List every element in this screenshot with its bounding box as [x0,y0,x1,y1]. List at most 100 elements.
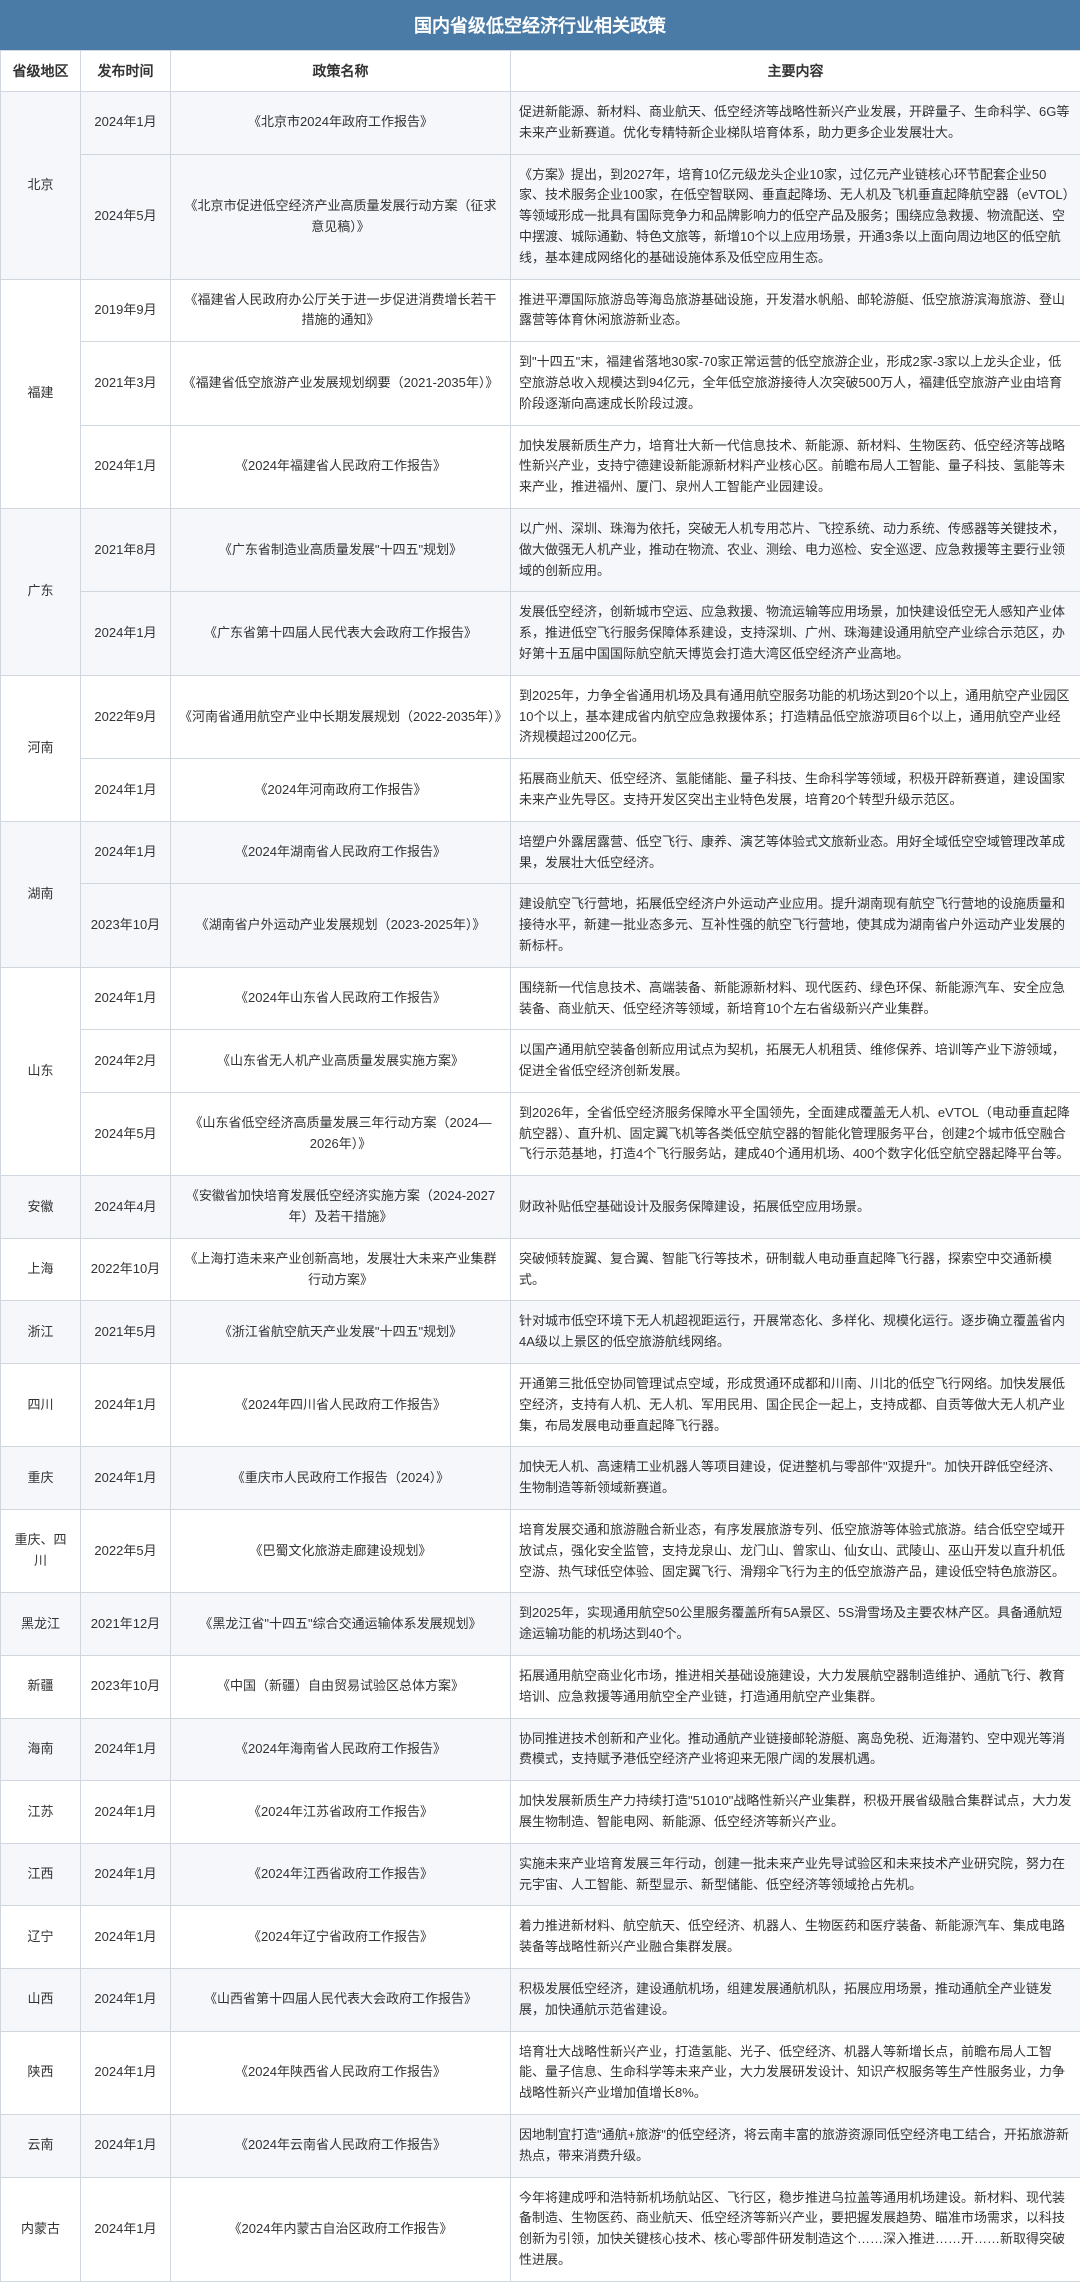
region-cell: 福建 [1,279,81,508]
content-cell: 围绕新一代信息技术、高端装备、新能源新材料、现代医药、绿色环保、新能源汽车、安全… [511,967,1080,1030]
table-row: 重庆2024年1月《重庆市人民政府工作报告（2024）》加快无人机、高速精工业机… [1,1447,1080,1510]
region-cell: 黑龙江 [1,1593,81,1656]
policy-cell: 《2024年江苏省政府工作报告》 [171,1781,511,1844]
content-cell: 《方案》提出，到2027年，培育10亿元级龙头企业10家，过亿元产业链核心环节配… [511,154,1080,279]
content-cell: 拓展通用航空商业化市场，推进相关基础设施建设，大力发展航空器制造维护、通航飞行、… [511,1656,1080,1719]
policy-cell: 《2024年福建省人民政府工作报告》 [171,425,511,508]
content-cell: 因地制宜打造"通航+旅游"的低空经济，将云南丰富的旅游资源同低空经济电工结合，开… [511,2114,1080,2177]
date-cell: 2024年1月 [81,2114,171,2177]
content-cell: 推进平潭国际旅游岛等海岛旅游基础设施，开发潜水帆船、邮轮游艇、低空旅游滨海旅游、… [511,279,1080,342]
date-cell: 2024年5月 [81,1092,171,1175]
content-cell: 建设航空飞行营地，拓展低空经济户外运动产业应用。提升湖南现有航空飞行营地的设施质… [511,884,1080,967]
region-cell: 四川 [1,1364,81,1447]
date-cell: 2024年1月 [81,759,171,822]
region-cell: 上海 [1,1238,81,1301]
table-row: 重庆、四川2022年5月《巴蜀文化旅游走廊建设规划》培育发展交通和旅游融合新业态… [1,1510,1080,1593]
content-cell: 以国产通用航空装备创新应用试点为契机，拓展无人机租赁、维修保养、培训等产业下游领… [511,1030,1080,1093]
content-cell: 加快发展新质生产力持续打造"51010"战略性新兴产业集群，积极开展省级融合集群… [511,1781,1080,1844]
content-cell: 以广州、深圳、珠海为依托，突破无人机专用芯片、飞控系统、动力系统、传感器等关键技… [511,508,1080,591]
table-row: 河南2022年9月《河南省通用航空产业中长期发展规划（2022-2035年）》到… [1,675,1080,758]
region-cell: 山西 [1,1969,81,2032]
region-cell: 陕西 [1,2031,81,2114]
date-cell: 2021年12月 [81,1593,171,1656]
date-cell: 2024年5月 [81,154,171,279]
header-row: 省级地区 发布时间 政策名称 主要内容 [1,51,1080,92]
table-row: 海南2024年1月《2024年海南省人民政府工作报告》协同推进技术创新和产业化。… [1,1718,1080,1781]
policy-cell: 《湖南省户外运动产业发展规划（2023-2025年）》 [171,884,511,967]
region-cell: 江西 [1,1843,81,1906]
region-cell: 广东 [1,508,81,675]
policy-cell: 《2024年湖南省人民政府工作报告》 [171,821,511,884]
policy-cell: 《北京市促进低空经济产业高质量发展行动方案（征求意见稿）》 [171,154,511,279]
date-cell: 2024年4月 [81,1176,171,1239]
table-row: 2024年1月《广东省第十四届人民代表大会政府工作报告》发展低空经济，创新城市空… [1,592,1080,675]
content-cell: 到2026年，全省低空经济服务保障水平全国领先，全面建成覆盖无人机、eVTOL（… [511,1092,1080,1175]
table-row: 2024年5月《北京市促进低空经济产业高质量发展行动方案（征求意见稿）》《方案》… [1,154,1080,279]
region-cell: 浙江 [1,1301,81,1364]
policy-cell: 《广东省第十四届人民代表大会政府工作报告》 [171,592,511,675]
policy-cell: 《巴蜀文化旅游走廊建设规划》 [171,1510,511,1593]
content-cell: 突破倾转旋翼、复合翼、智能飞行等技术，研制载人电动垂直起降飞行器，探索空中交通新… [511,1238,1080,1301]
content-cell: 到2025年，实现通用航空50公里服务覆盖所有5A景区、5S滑雪场及主要农林产区… [511,1593,1080,1656]
content-cell: 发展低空经济，创新城市空运、应急救援、物流运输等应用场景，加快建设低空无人感知产… [511,592,1080,675]
date-cell: 2024年1月 [81,592,171,675]
date-cell: 2024年1月 [81,1843,171,1906]
region-cell: 内蒙古 [1,2177,81,2281]
table-row: 浙江2021年5月《浙江省航空航天产业发展"十四五"规划》针对城市低空环境下无人… [1,1301,1080,1364]
date-cell: 2024年1月 [81,967,171,1030]
policy-cell: 《浙江省航空航天产业发展"十四五"规划》 [171,1301,511,1364]
table-row: 新疆2023年10月《中国（新疆）自由贸易试验区总体方案》拓展通用航空商业化市场… [1,1656,1080,1719]
policy-table: 省级地区 发布时间 政策名称 主要内容 北京2024年1月《北京市2024年政府… [0,50,1080,2282]
policy-cell: 《2024年陕西省人民政府工作报告》 [171,2031,511,2114]
col-date: 发布时间 [81,51,171,92]
table-row: 2024年1月《2024年河南政府工作报告》拓展商业航天、低空经济、氢能储能、量… [1,759,1080,822]
policy-cell: 《广东省制造业高质量发展"十四五"规划》 [171,508,511,591]
policy-cell: 《2024年江西省政府工作报告》 [171,1843,511,1906]
date-cell: 2021年5月 [81,1301,171,1364]
date-cell: 2024年1月 [81,425,171,508]
date-cell: 2022年9月 [81,675,171,758]
region-cell: 安徽 [1,1176,81,1239]
table-row: 黑龙江2021年12月《黑龙江省"十四五"综合交通运输体系发展规划》到2025年… [1,1593,1080,1656]
table-row: 广东2021年8月《广东省制造业高质量发展"十四五"规划》以广州、深圳、珠海为依… [1,508,1080,591]
date-cell: 2024年1月 [81,1447,171,1510]
policy-cell: 《2024年山东省人民政府工作报告》 [171,967,511,1030]
date-cell: 2024年1月 [81,1969,171,2032]
table-row: 四川2024年1月《2024年四川省人民政府工作报告》开通第三批低空协同管理试点… [1,1364,1080,1447]
content-cell: 拓展商业航天、低空经济、氢能储能、量子科技、生命科学等领域，积极开辟新赛道，建设… [511,759,1080,822]
table-row: 湖南2024年1月《2024年湖南省人民政府工作报告》培塑户外露居露营、低空飞行… [1,821,1080,884]
col-content: 主要内容 [511,51,1080,92]
policy-cell: 《2024年云南省人民政府工作报告》 [171,2114,511,2177]
date-cell: 2019年9月 [81,279,171,342]
date-cell: 2023年10月 [81,884,171,967]
policy-cell: 《2024年四川省人民政府工作报告》 [171,1364,511,1447]
content-cell: 到"十四五"末，福建省落地30家-70家正常运营的低空旅游企业，形成2家-3家以… [511,342,1080,425]
table-row: 江苏2024年1月《2024年江苏省政府工作报告》加快发展新质生产力持续打造"5… [1,1781,1080,1844]
content-cell: 今年将建成呼和浩特新机场航站区、飞行区，稳步推进乌拉盖等通用机场建设。新材料、现… [511,2177,1080,2281]
col-region: 省级地区 [1,51,81,92]
region-cell: 江苏 [1,1781,81,1844]
region-cell: 云南 [1,2114,81,2177]
content-cell: 培育发展交通和旅游融合新业态，有序发展旅游专列、低空旅游等体验式旅游。结合低空空… [511,1510,1080,1593]
region-cell: 重庆 [1,1447,81,1510]
content-cell: 加快无人机、高速精工业机器人等项目建设，促进整机与零部件"双提升"。加快开辟低空… [511,1447,1080,1510]
policy-cell: 《福建省低空旅游产业发展规划纲要（2021-2035年）》 [171,342,511,425]
date-cell: 2024年1月 [81,1364,171,1447]
table-row: 2024年5月《山东省低空经济高质量发展三年行动方案（2024—2026年）》到… [1,1092,1080,1175]
table-row: 2021年3月《福建省低空旅游产业发展规划纲要（2021-2035年）》到"十四… [1,342,1080,425]
policy-cell: 《山西省第十四届人民代表大会政府工作报告》 [171,1969,511,2032]
content-cell: 着力推进新材料、航空航天、低空经济、机器人、生物医药和医疗装备、新能源汽车、集成… [511,1906,1080,1969]
content-cell: 积极发展低空经济，建设通航机场，组建发展通航机队，拓展应用场景，推动通航全产业链… [511,1969,1080,2032]
date-cell: 2021年8月 [81,508,171,591]
region-cell: 辽宁 [1,1906,81,1969]
content-cell: 财政补贴低空基础设计及服务保障建设，拓展低空应用场景。 [511,1176,1080,1239]
table-row: 2024年1月《2024年福建省人民政府工作报告》加快发展新质生产力，培育壮大新… [1,425,1080,508]
region-cell: 北京 [1,92,81,280]
table-row: 云南2024年1月《2024年云南省人民政府工作报告》因地制宜打造"通航+旅游"… [1,2114,1080,2177]
policy-cell: 《重庆市人民政府工作报告（2024）》 [171,1447,511,1510]
content-cell: 开通第三批低空协同管理试点空域，形成贯通环成都和川南、川北的低空飞行网络。加快发… [511,1364,1080,1447]
policy-cell: 《山东省低空经济高质量发展三年行动方案（2024—2026年）》 [171,1092,511,1175]
policy-cell: 《福建省人民政府办公厅关于进一步促进消费增长若干措施的通知》 [171,279,511,342]
region-cell: 新疆 [1,1656,81,1719]
date-cell: 2024年2月 [81,1030,171,1093]
